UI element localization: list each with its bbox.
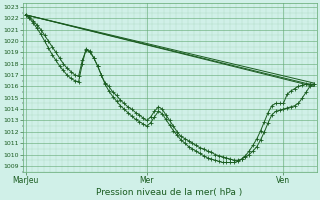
- X-axis label: Pression niveau de la mer( hPa ): Pression niveau de la mer( hPa ): [97, 188, 243, 197]
